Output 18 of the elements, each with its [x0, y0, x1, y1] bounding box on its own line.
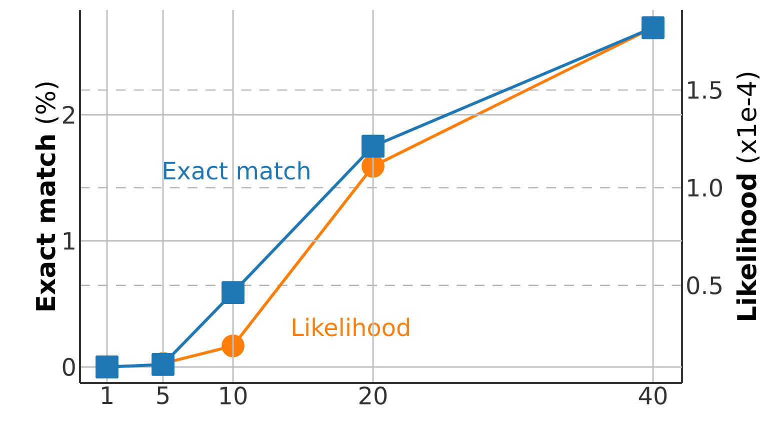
y2-tick-label: 1.5 — [688, 81, 722, 99]
series-label: Likelihood — [292, 318, 410, 336]
y-tick-label: 2 — [63, 106, 74, 124]
y-tick-label: 1 — [64, 232, 74, 250]
y2-tick-label: 1.0 — [688, 178, 722, 197]
x-tick-label: 40 — [638, 386, 667, 405]
y-axis-title: Exact match (%) — [35, 82, 58, 310]
x-tick-label: 1 — [102, 386, 112, 404]
x-tick-label: 20 — [360, 386, 387, 405]
y-tick-label: 0 — [62, 358, 75, 376]
point — [222, 281, 244, 304]
x-tick-label: 5 — [157, 386, 169, 404]
series-label: Exact match — [164, 161, 310, 180]
y2-tick-label: 0.5 — [687, 276, 722, 294]
y2-axis-title: Likelihood (x1e-4) — [736, 72, 760, 320]
point — [96, 356, 118, 378]
point — [362, 134, 384, 158]
x-tick-label: 10 — [220, 386, 247, 405]
